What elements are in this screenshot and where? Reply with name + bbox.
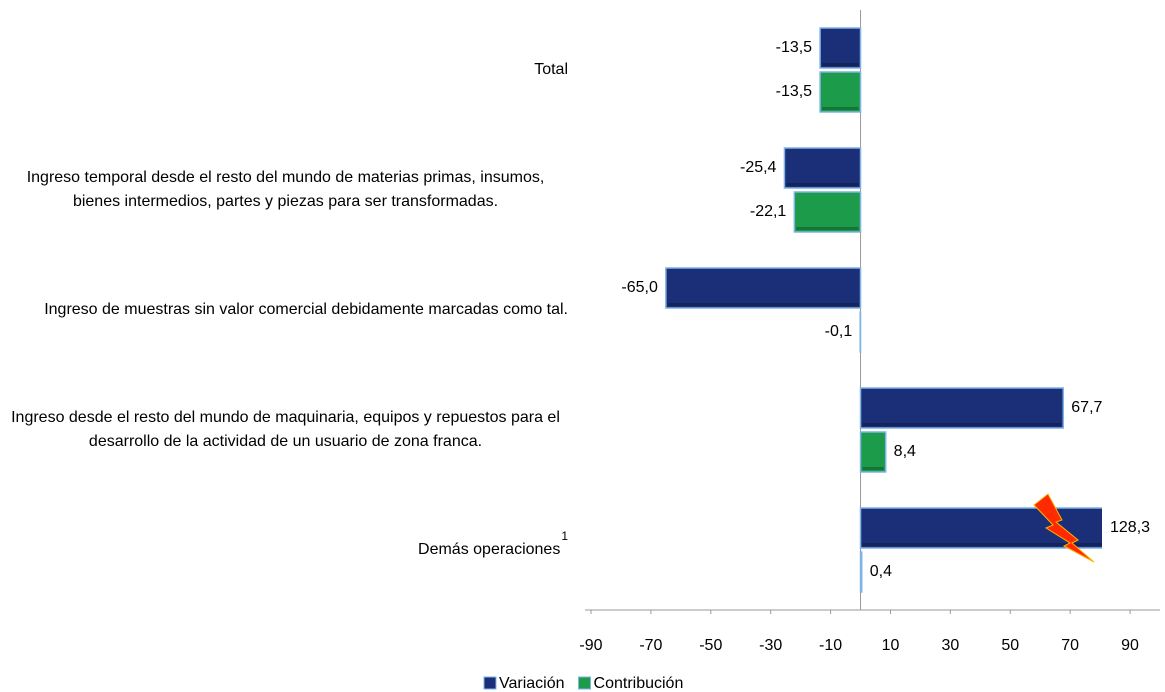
bar-shade <box>822 107 859 110</box>
break-mark <box>1033 493 1095 563</box>
bar <box>859 431 887 473</box>
bar <box>783 147 862 189</box>
legend-label: Contribución <box>594 675 684 692</box>
category-text: Total <box>534 61 568 78</box>
bars <box>665 27 1102 593</box>
bar-shade <box>667 303 859 306</box>
value-label: -25,4 <box>740 159 777 176</box>
value-label: -13,5 <box>776 39 813 56</box>
x-tick-label: -50 <box>699 637 722 654</box>
x-tick-label: 70 <box>1061 637 1079 654</box>
x-tick-label: -10 <box>819 637 842 654</box>
category-label: Ingreso de muestras sin valor comercial … <box>0 260 568 360</box>
category-label: Demás operaciones 1 <box>0 500 568 600</box>
bar <box>859 551 863 593</box>
footnote-mark: 1 <box>561 529 568 543</box>
x-tick-label: 30 <box>941 637 959 654</box>
category-text: Ingreso de muestras sin valor comercial … <box>44 301 568 318</box>
category-label: Ingreso desde el resto del mundo de maqu… <box>0 380 568 480</box>
x-tick-label: 10 <box>882 637 900 654</box>
category-label: Total <box>0 20 568 120</box>
bar-shade <box>862 467 884 470</box>
bar-shade <box>862 543 1102 546</box>
value-label: 0,4 <box>870 563 892 580</box>
legend-swatch <box>578 676 592 690</box>
x-tick-label: 50 <box>1001 637 1019 654</box>
value-label: 67,7 <box>1071 399 1102 416</box>
legend-label: Variación <box>499 675 565 692</box>
bar-shade <box>822 63 859 66</box>
value-label: -13,5 <box>776 83 813 100</box>
bar-shade <box>862 423 1062 426</box>
category-text: Ingreso desde el resto del mundo de maqu… <box>11 409 560 450</box>
bar <box>819 71 862 113</box>
category-text: Demás operaciones <box>418 541 561 558</box>
bar-shade <box>796 227 859 230</box>
value-label: 128,3 <box>1110 519 1150 536</box>
x-tick-label: -30 <box>759 637 782 654</box>
value-label: -22,1 <box>750 203 787 220</box>
value-label: -0,1 <box>825 323 853 340</box>
bar <box>665 267 862 309</box>
bar <box>793 191 862 233</box>
value-label: -65,0 <box>621 279 658 296</box>
bar <box>819 27 862 69</box>
x-tick-label: 90 <box>1121 637 1139 654</box>
bar-shade <box>786 183 859 186</box>
x-tick-label: -70 <box>639 637 662 654</box>
value-label: 8,4 <box>894 443 916 460</box>
legend-swatch <box>483 676 497 690</box>
category-text: Ingreso temporal desde el resto del mund… <box>26 169 545 210</box>
bar <box>859 387 1065 429</box>
category-label: Ingreso temporal desde el resto del mund… <box>0 140 568 240</box>
x-tick-label: -90 <box>579 637 602 654</box>
